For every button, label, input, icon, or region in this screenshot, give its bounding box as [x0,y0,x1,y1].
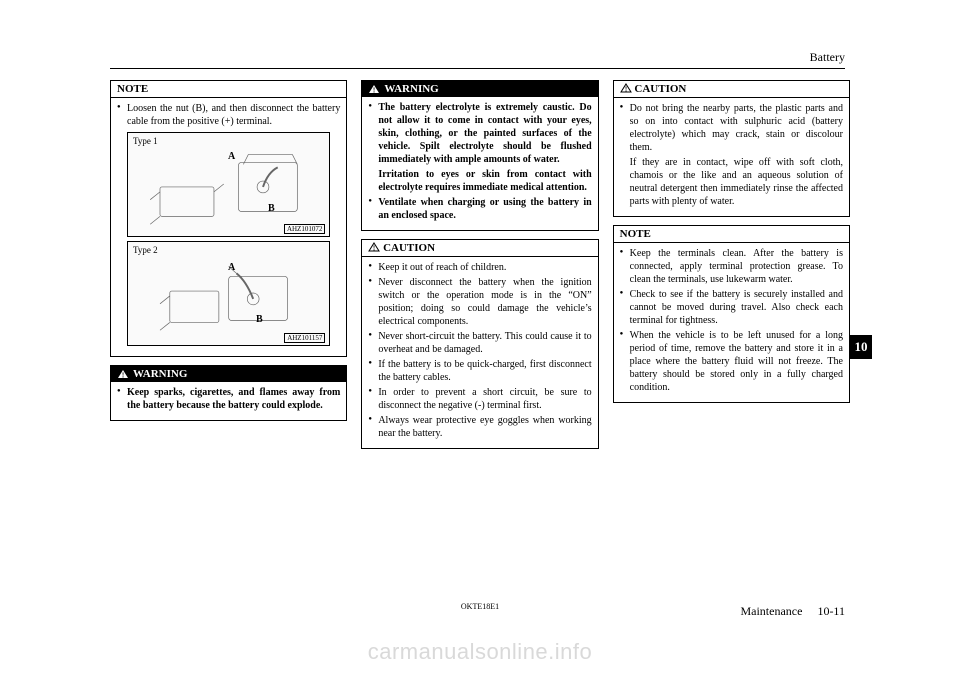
watermark: carmanualsonline.info [368,639,593,665]
column-1: NOTE Loosen the nut (B), and then discon… [110,80,347,449]
column-2: ! WARNING The battery electrolyte is ext… [361,80,598,449]
warning-header: ! WARNING [362,81,597,97]
caution-item: Do not bring the nearby parts, the plast… [620,102,843,154]
warning-title: WARNING [133,368,187,380]
diagram-code: AHZ101072 [284,224,325,234]
warning-box-2: ! WARNING The battery electrolyte is ext… [361,80,598,231]
label-a: A [228,151,235,162]
note-box-1: NOTE Loosen the nut (B), and then discon… [110,80,347,357]
note-header: NOTE [111,81,346,98]
note-body: Keep the terminals clean. After the batt… [614,243,849,402]
caution-item: Keep it out of reach of children. [368,261,591,274]
caution-item: Never disconnect the battery when the ig… [368,276,591,328]
note-body: Loosen the nut (B), and then disconnect … [111,98,346,356]
caution-item: Never short-circuit the battery. This co… [368,330,591,356]
caution-body: Do not bring the nearby parts, the plast… [614,98,849,216]
diagram-code: AHZ101157 [284,333,325,343]
warning-header: ! WARNING [111,366,346,382]
column-3: ! CAUTION Do not bring the nearby parts,… [613,80,850,449]
svg-text:!: ! [373,245,375,253]
chapter-tab: 10 [850,335,872,359]
label-b: B [268,203,275,214]
caution-item: If the battery is to be quick-charged, f… [368,358,591,384]
caution-box-1: ! CAUTION Keep it out of reach of childr… [361,239,598,449]
diagram-type2: Type 2 A B AHZ101 [127,241,330,346]
warning-box-1: ! WARNING Keep sparks, cigarettes, and f… [110,365,347,421]
label-a: A [228,262,235,273]
caution-body: Keep it out of reach of children. Never … [362,257,597,448]
note-item: When the vehicle is to be left unused fo… [620,329,843,394]
warning-item: The battery electrolyte is extremely cau… [368,101,591,166]
footer-section: Maintenance [740,604,802,618]
caution-item: In order to prevent a short circuit, be … [368,386,591,412]
warning-icon: ! [368,84,380,94]
caution-title: CAUTION [634,83,686,95]
warning-icon: ! [117,369,129,379]
footer-page: Maintenance 10-11 [740,604,845,619]
warning-title: WARNING [384,83,438,95]
warning-continuation: Irritation to eyes or skin from contact … [368,168,591,194]
warning-body: Keep sparks, cigarettes, and flames away… [111,382,346,420]
battery-illustration-1 [128,133,329,236]
diagram-type1: Type 1 A B [127,132,330,237]
caution-header: ! CAUTION [362,240,597,257]
content-columns: NOTE Loosen the nut (B), and then discon… [110,80,850,449]
caution-continuation: If they are in contact, wipe off with so… [620,156,843,208]
battery-illustration-2 [128,242,329,345]
caution-title: CAUTION [383,242,435,254]
svg-text:!: ! [122,372,124,380]
caution-item: Always wear protective eye goggles when … [368,414,591,440]
note-box-2: NOTE Keep the terminals clean. After the… [613,225,850,403]
svg-text:!: ! [624,86,626,94]
note-item: Loosen the nut (B), and then disconnect … [117,102,340,128]
svg-text:!: ! [373,87,375,95]
footer-pagenum: 10-11 [817,604,845,618]
warning-item: Keep sparks, cigarettes, and flames away… [117,386,340,412]
caution-box-2: ! CAUTION Do not bring the nearby parts,… [613,80,850,217]
note-item: Check to see if the battery is securely … [620,288,843,327]
caution-icon: ! [368,242,380,252]
label-b: B [256,314,263,325]
note-header: NOTE [614,226,849,243]
note-item: Keep the terminals clean. After the batt… [620,247,843,286]
warning-item: Ventilate when charging or using the bat… [368,196,591,222]
warning-body: The battery electrolyte is extremely cau… [362,97,597,230]
page-header-title: Battery [810,50,845,65]
header-rule [110,68,845,69]
caution-icon: ! [620,83,632,93]
caution-header: ! CAUTION [614,81,849,98]
footer-code: OKTE18E1 [461,602,499,611]
